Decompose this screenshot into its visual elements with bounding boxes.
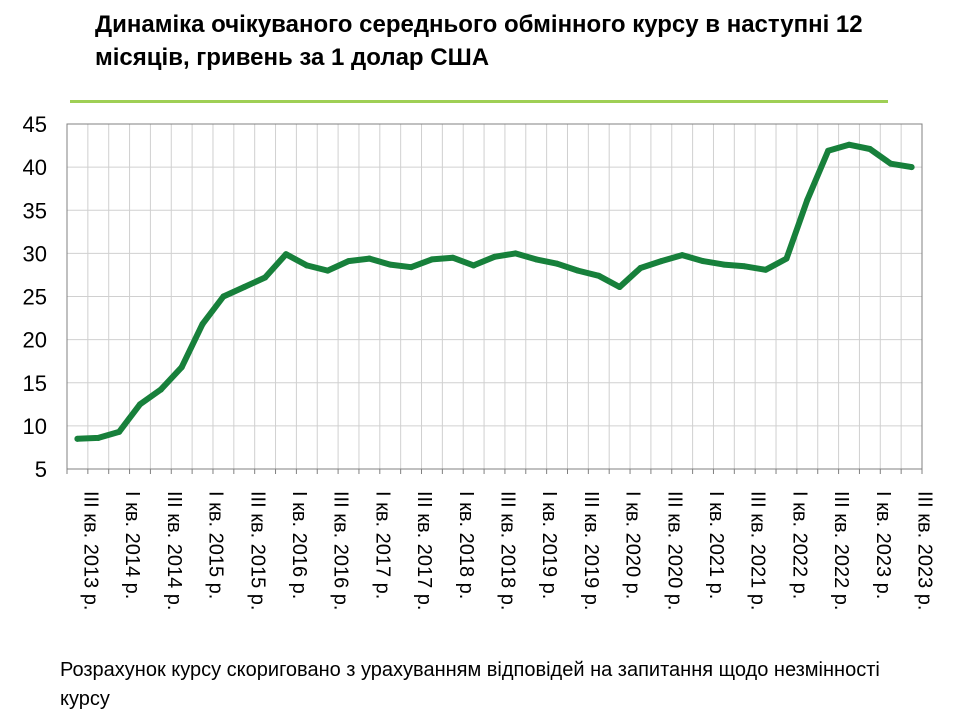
data-point (762, 266, 769, 273)
data-point (387, 261, 394, 268)
x-tick-label: I кв. 2014 р. (121, 491, 143, 599)
x-tick-label: I кв. 2016 р. (288, 491, 310, 599)
data-point (616, 284, 623, 291)
data-point (449, 254, 456, 261)
x-tick-label: III кв. 2017 р. (413, 491, 435, 610)
y-tick-label: 10 (23, 414, 47, 439)
x-tick-label: I кв. 2015 р. (205, 491, 227, 599)
data-point (470, 262, 477, 269)
x-tick-label: III кв. 2021 р. (747, 491, 769, 610)
axes (66, 123, 923, 474)
x-tick-label: I кв. 2021 р. (705, 491, 727, 599)
data-point (679, 252, 686, 259)
data-point (428, 256, 435, 263)
x-tick-label: I кв. 2018 р. (455, 491, 477, 599)
data-point (199, 321, 206, 328)
data-point (74, 435, 81, 442)
data-point (241, 284, 248, 291)
x-tick-label: III кв. 2019 р. (580, 491, 602, 610)
y-tick-labels: 5 10 15 20 25 30 35 40 45 (23, 112, 47, 482)
data-point (366, 255, 373, 262)
data-point (554, 260, 561, 267)
x-tick-label: I кв. 2023 р. (872, 491, 894, 599)
data-point (846, 141, 853, 148)
footnote: Розрахунок курсу скориговано з урахуванн… (60, 659, 880, 710)
data-point (303, 262, 310, 269)
data-point (866, 146, 873, 153)
series (74, 141, 915, 442)
x-tick-label: III кв. 2018 р. (497, 491, 519, 610)
x-tick-labels: III кв. 2013 р. I кв. 2014 р. III кв. 2014… (79, 491, 935, 610)
data-point (116, 428, 123, 435)
y-tick-label: 5 (35, 457, 47, 482)
y-tick-label: 25 (23, 285, 47, 310)
data-point (887, 160, 894, 167)
data-point (637, 265, 644, 272)
x-tick-label: III кв. 2022 р. (830, 491, 852, 610)
chart-title: Динаміка очікуваного середнього обмінног… (95, 11, 863, 71)
data-point (908, 164, 915, 171)
data-point (324, 267, 331, 274)
data-point (700, 258, 707, 265)
y-tick-label: 45 (23, 112, 47, 137)
data-point (408, 264, 415, 271)
data-point (345, 258, 352, 265)
y-tick-label: 35 (23, 198, 47, 223)
data-point (741, 263, 748, 270)
horizontal-gridlines (67, 123, 922, 470)
x-tick-label: III кв. 2014 р. (163, 491, 185, 610)
x-tick-label: I кв. 2020 р. (622, 491, 644, 599)
data-point (574, 267, 581, 274)
data-point (282, 251, 289, 258)
plot-frame (66, 123, 923, 470)
data-point (178, 364, 185, 371)
y-tick-label: 15 (23, 371, 47, 396)
data-point (512, 250, 519, 257)
data-point (533, 256, 540, 263)
x-tick-label: I кв. 2019 р. (538, 491, 560, 599)
x-tick-label: I кв. 2022 р. (788, 491, 810, 599)
data-point (136, 401, 143, 408)
data-point (157, 386, 164, 393)
x-tick-label: I кв. 2017 р. (371, 491, 393, 599)
x-tick-label: III кв. 2020 р. (663, 491, 685, 610)
y-tick-label: 20 (23, 328, 47, 353)
series-line (74, 141, 915, 442)
data-point (491, 253, 498, 260)
data-point (720, 261, 727, 268)
y-tick-label: 30 (23, 241, 47, 266)
data-point (804, 196, 811, 203)
data-point (595, 272, 602, 279)
x-tick-label: III кв. 2016 р. (330, 491, 352, 610)
data-point (95, 434, 102, 441)
x-tick-label: III кв. 2013 р. (79, 491, 101, 610)
data-point (262, 274, 269, 281)
x-tick-label: III кв. 2015 р. (246, 491, 268, 610)
data-point (658, 258, 665, 265)
title-underline (70, 100, 888, 103)
data-point (783, 255, 790, 262)
data-point (220, 293, 227, 300)
x-tick-label: III кв. 2023 р. (914, 491, 936, 610)
line-chart: 5 10 15 20 25 30 35 40 45 III кв. 2013 р. I кв. 2… (23, 112, 936, 610)
data-point (825, 147, 832, 154)
y-tick-label: 40 (23, 155, 47, 180)
